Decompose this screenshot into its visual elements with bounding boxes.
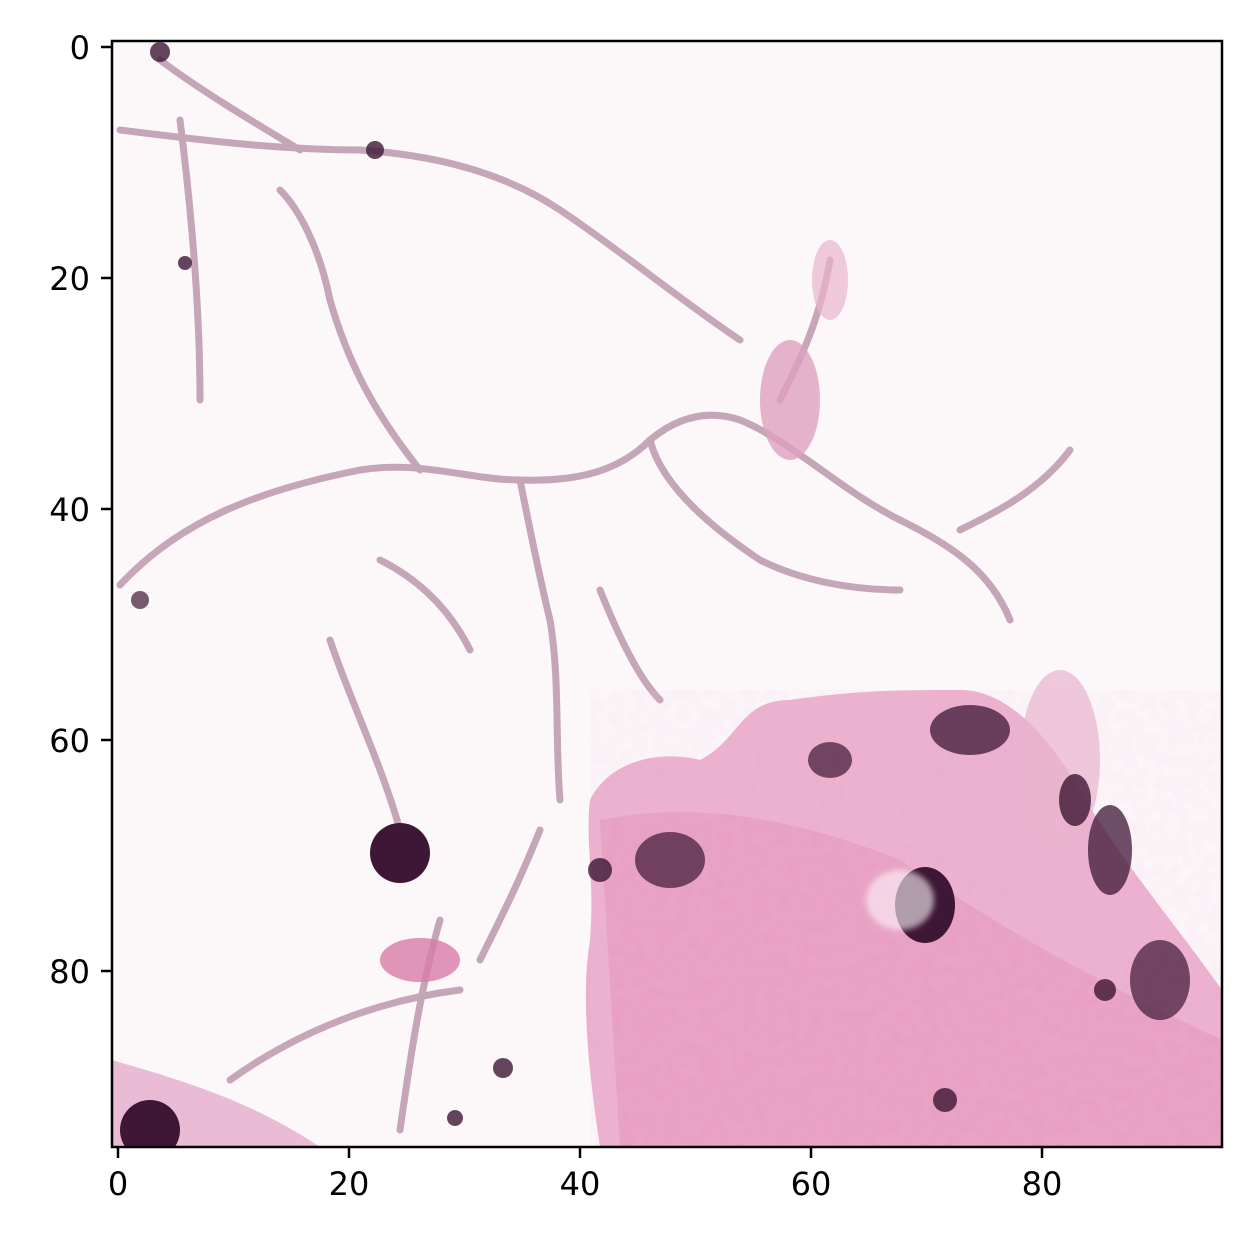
nuclei bbox=[120, 42, 1190, 1147]
x-tick-label: 40 bbox=[560, 1165, 601, 1203]
nucleus bbox=[1130, 940, 1190, 1020]
nucleus bbox=[933, 1088, 957, 1112]
y-tick-labels: 0 20 40 60 80 bbox=[49, 29, 90, 991]
nucleus bbox=[808, 742, 852, 778]
y-tick-label: 0 bbox=[70, 29, 90, 67]
nucleus bbox=[120, 1100, 180, 1147]
nucleus bbox=[1094, 979, 1116, 1001]
x-tick-label: 20 bbox=[329, 1165, 370, 1203]
nucleus bbox=[1088, 805, 1132, 895]
nucleus bbox=[150, 42, 170, 62]
y-tick-label: 80 bbox=[49, 953, 90, 991]
nucleus bbox=[635, 832, 705, 888]
nucleus bbox=[447, 1110, 463, 1126]
x-tick-label: 80 bbox=[1022, 1165, 1063, 1203]
x-tick-labels: 0 20 40 60 80 bbox=[108, 1165, 1063, 1203]
nucleus-halo bbox=[866, 870, 934, 930]
x-axis bbox=[116, 1147, 1044, 1158]
nucleus bbox=[930, 705, 1010, 755]
y-axis bbox=[101, 45, 112, 973]
nucleus bbox=[131, 591, 149, 609]
x-tick-label: 0 bbox=[108, 1165, 128, 1203]
histology-image bbox=[112, 41, 1222, 1147]
x-tick-label: 60 bbox=[791, 1165, 832, 1203]
nucleus bbox=[178, 256, 192, 270]
plot-frame bbox=[110, 39, 1224, 1149]
nucleus bbox=[366, 141, 384, 159]
nucleus bbox=[493, 1058, 513, 1078]
nucleus bbox=[588, 858, 612, 882]
y-tick-label: 20 bbox=[49, 260, 90, 298]
nucleus bbox=[370, 823, 430, 883]
y-tick-label: 40 bbox=[49, 491, 90, 529]
y-tick-label: 60 bbox=[49, 722, 90, 760]
nucleus bbox=[1059, 774, 1091, 826]
membrane-network bbox=[116, 56, 1074, 1134]
